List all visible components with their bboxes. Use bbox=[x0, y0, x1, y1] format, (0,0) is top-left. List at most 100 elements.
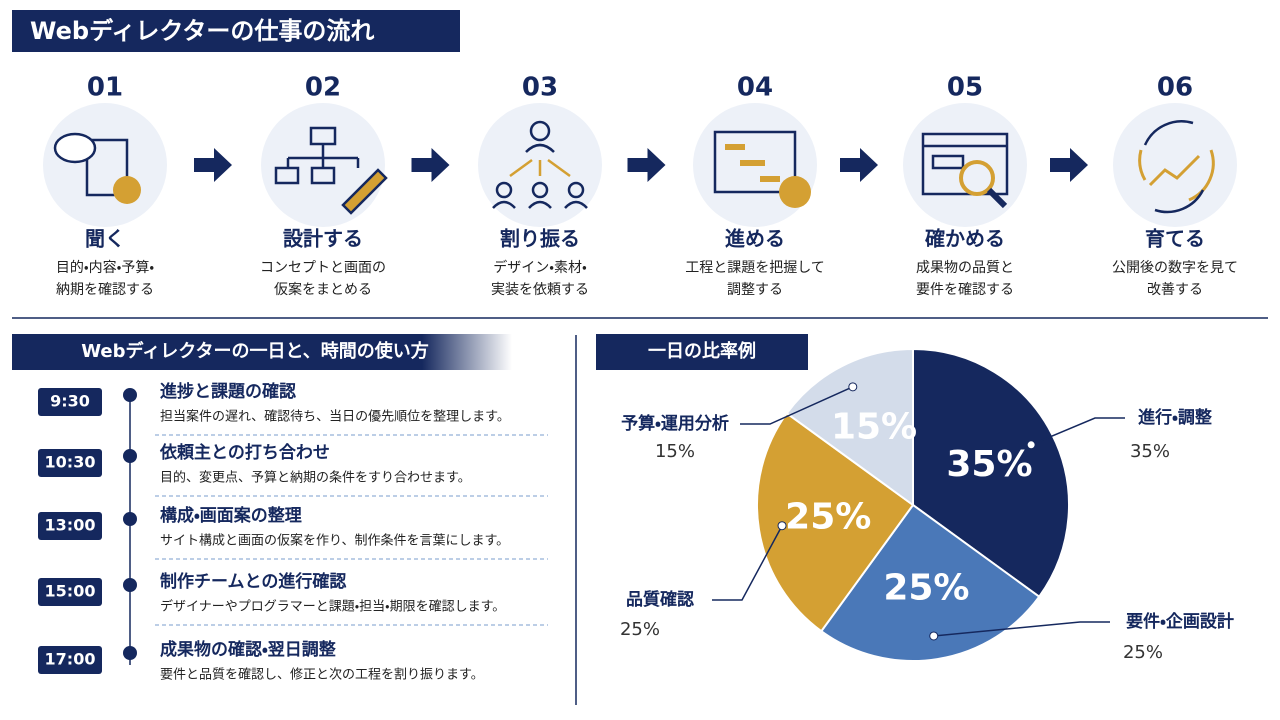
item-desc: 目的、変更点、予算と納期の条件をすり合わせます。 bbox=[160, 470, 471, 486]
time-box bbox=[38, 449, 102, 477]
slice-label: 25% bbox=[883, 568, 969, 609]
icon bbox=[713, 130, 797, 194]
icon bbox=[986, 187, 1008, 209]
icon bbox=[1148, 154, 1201, 187]
time: 17:00 bbox=[45, 650, 96, 669]
pie-slice bbox=[912, 347, 1070, 599]
icon bbox=[113, 176, 141, 204]
time-box bbox=[38, 578, 102, 606]
icon bbox=[1188, 149, 1215, 202]
icon bbox=[1138, 149, 1147, 181]
step-desc: デザイン・素材・ bbox=[493, 259, 587, 276]
icon bbox=[85, 138, 129, 197]
item-desc: 要件と品質を確認し、修正と次の工程を割り振ります。 bbox=[160, 667, 484, 683]
timeline-dot bbox=[123, 449, 137, 463]
step-title: 聞く bbox=[85, 227, 125, 251]
item-desc: 担当案件の遅れ、確認待ち、当日の優先順位を整理します。 bbox=[160, 409, 510, 425]
pie-slice bbox=[819, 503, 1041, 662]
leader-dot bbox=[777, 521, 787, 531]
step-title: 育てる bbox=[1145, 227, 1205, 251]
icon bbox=[921, 132, 1009, 196]
section-bar bbox=[12, 334, 512, 370]
time: 15:00 bbox=[45, 582, 96, 601]
step-desc: 仮案をまとめる bbox=[274, 282, 372, 298]
leader-dot bbox=[929, 631, 939, 641]
step-number: 02 bbox=[305, 73, 341, 103]
header-title: Webディレクターの仕事の流れ bbox=[30, 17, 374, 45]
icon-bg bbox=[43, 103, 167, 227]
icon bbox=[740, 160, 765, 166]
item-title: 制作チームとの進行確認 bbox=[160, 571, 346, 592]
icon bbox=[525, 143, 555, 153]
icon bbox=[286, 144, 360, 168]
arrow bbox=[1050, 148, 1088, 182]
time: 13:00 bbox=[45, 516, 96, 535]
icon bbox=[567, 181, 585, 199]
timeline-dot bbox=[123, 646, 137, 660]
icon bbox=[779, 176, 811, 208]
time-box bbox=[38, 388, 102, 416]
step-number: 05 bbox=[947, 73, 983, 103]
time: 10:30 bbox=[45, 453, 96, 472]
section-bar bbox=[596, 334, 808, 370]
arrow bbox=[411, 148, 450, 182]
step-desc: コンセプトと画面の bbox=[260, 260, 386, 276]
legend-label: 進行・調整 bbox=[1138, 407, 1213, 428]
icon bbox=[528, 200, 552, 209]
item-desc: デザイナーやプログラマーと課題・担当・期限を確認します。 bbox=[160, 599, 505, 615]
leader-dot bbox=[1026, 440, 1036, 450]
step-desc: 改善する bbox=[1147, 281, 1203, 298]
step-title: 設計する bbox=[283, 227, 363, 251]
icon bbox=[509, 158, 571, 178]
step-title: 割り振る bbox=[500, 227, 580, 251]
step-desc: 目的・内容・予算・ bbox=[56, 259, 155, 276]
icon bbox=[53, 132, 97, 164]
header-bar bbox=[12, 10, 460, 52]
icon bbox=[310, 166, 336, 185]
item-title: 進捗と課題の確認 bbox=[160, 381, 296, 402]
item-title: 依頼主との打ち合わせ bbox=[159, 442, 330, 463]
icon bbox=[725, 144, 745, 150]
leader-dot bbox=[848, 382, 858, 392]
icon bbox=[341, 168, 388, 215]
legend-label: 予算・運用分析 bbox=[621, 413, 729, 434]
slice-label: 25% bbox=[785, 496, 871, 537]
time-box bbox=[38, 646, 102, 674]
step-desc: 工程と課題を把握して bbox=[685, 260, 825, 276]
legend-value: 25% bbox=[1123, 642, 1163, 663]
leader-line bbox=[712, 525, 783, 601]
timeline-dot bbox=[123, 388, 137, 402]
legend-value: 25% bbox=[620, 619, 660, 640]
step-desc: 納期を確認する bbox=[56, 282, 154, 298]
time: 9:30 bbox=[50, 392, 90, 411]
step-number: 06 bbox=[1157, 73, 1193, 103]
chart-title: 一日の比率例 bbox=[648, 340, 756, 362]
pie-slice bbox=[785, 347, 914, 507]
icon bbox=[274, 166, 300, 185]
step-title: 確かめる bbox=[924, 227, 1005, 251]
leader-line bbox=[1030, 417, 1125, 446]
step-desc: 要件を確認する bbox=[916, 282, 1014, 298]
item-desc: サイト構成と画面の仮案を作り、制作条件を言葉にします。 bbox=[160, 533, 509, 549]
pie-slice bbox=[756, 411, 915, 633]
icon bbox=[931, 154, 965, 170]
step-desc: 公開後の数字を見て bbox=[1112, 260, 1238, 276]
step-number: 04 bbox=[737, 73, 773, 103]
step-number: 01 bbox=[87, 73, 123, 103]
step-desc: 調整する bbox=[727, 282, 783, 298]
section-title: Webディレクターの一日と、時間の使い方 bbox=[81, 340, 429, 362]
icon-bg bbox=[1113, 103, 1237, 227]
leader-line bbox=[740, 386, 854, 425]
arrow bbox=[627, 148, 666, 182]
icon bbox=[529, 120, 551, 142]
icon bbox=[1154, 189, 1205, 214]
step-desc: 成果物の品質と bbox=[916, 259, 1014, 276]
legend-label: 要件・企画設計 bbox=[1126, 611, 1234, 632]
arrow bbox=[194, 148, 232, 182]
time-box bbox=[38, 512, 102, 540]
icon bbox=[760, 176, 780, 182]
slice-label: 15% bbox=[831, 407, 917, 448]
item-title: 成果物の確認・翌日調整 bbox=[160, 639, 337, 660]
step-number: 03 bbox=[522, 73, 558, 103]
